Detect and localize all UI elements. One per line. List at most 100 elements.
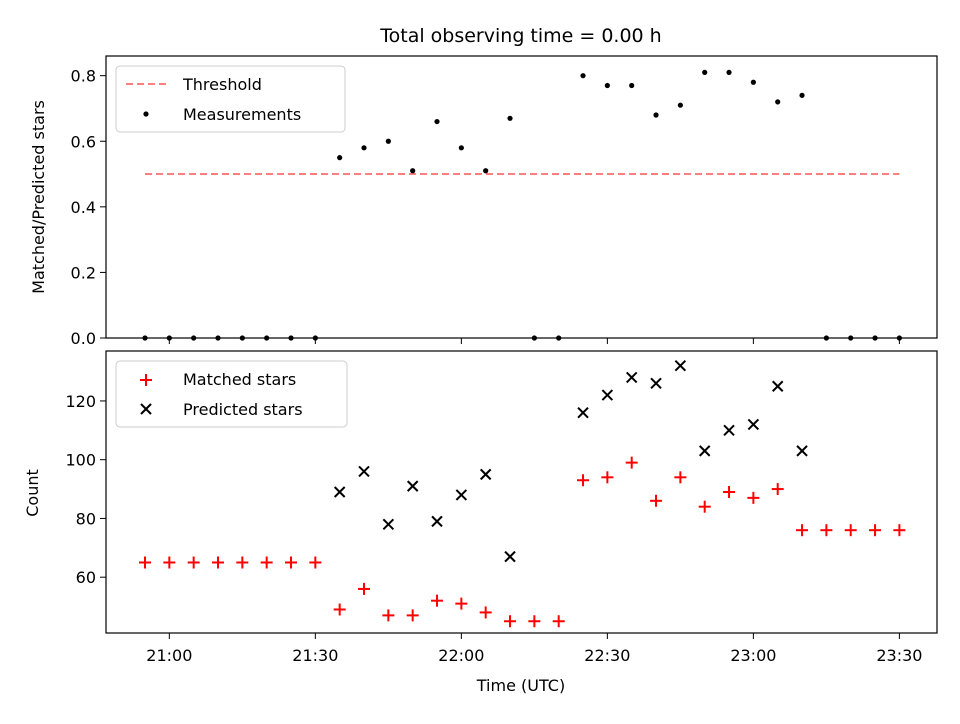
predicted-star-point — [455, 489, 468, 501]
x-axis-label: Time (UTC) — [476, 676, 565, 695]
x-tick-label: 23:00 — [730, 646, 776, 665]
legend-matched-swatch — [140, 374, 152, 386]
counts-legend-box — [115, 360, 348, 428]
counts-y-tick-label: 80 — [76, 509, 96, 528]
legend-measurements-label: Measurements — [183, 105, 301, 124]
matched-star-point — [309, 556, 322, 569]
measurement-point — [799, 92, 805, 98]
matched-star-point — [187, 556, 200, 569]
predicted-star-point — [577, 406, 589, 419]
predicted-star-point — [504, 550, 516, 563]
measurement-point — [410, 168, 416, 174]
matched-star-point — [552, 615, 565, 628]
counts-y-axis-label: Count — [23, 469, 42, 517]
counts-y-tick-label: 60 — [76, 568, 96, 587]
predicted-star-point — [479, 468, 492, 481]
matched-star-point — [601, 471, 614, 484]
predicted-star-point — [382, 518, 395, 531]
measurement-point — [483, 168, 489, 174]
ratio-legend: Threshold Measurements — [115, 65, 346, 133]
legend-threshold-label: Threshold — [182, 75, 262, 94]
ratio-panel: 0.00.20.40.60.8 Matched/Predicted stars … — [29, 55, 938, 348]
matched-star-point — [504, 615, 517, 628]
matched-star-point — [358, 582, 371, 595]
measurement-point — [604, 82, 610, 89]
matched-star-point — [796, 524, 809, 537]
matched-star-point — [528, 615, 541, 628]
measurement-point — [434, 118, 440, 125]
ratio-y-tick-label: 0.2 — [71, 263, 96, 282]
measurement-point — [337, 155, 343, 161]
measurement-point — [653, 112, 659, 118]
measurement-point — [361, 145, 367, 151]
predicted-star-point — [747, 418, 760, 431]
matched-star-point — [333, 603, 346, 616]
predicted-star-point — [650, 377, 662, 390]
matched-star-point — [212, 556, 225, 569]
predicted-star-point — [772, 380, 784, 392]
matched-star-point — [431, 594, 444, 607]
matched-star-point — [163, 556, 176, 569]
ratio-y-axis-label: Matched/Predicted stars — [29, 100, 48, 294]
ratio-y-tick-label: 0.6 — [71, 132, 96, 151]
matched-star-point — [285, 556, 298, 569]
legend-measurements-swatch — [143, 111, 149, 117]
predicted-star-point — [625, 371, 638, 384]
matched-star-point — [236, 556, 249, 569]
measurement-point — [726, 69, 732, 75]
x-tick-label: 21:00 — [146, 646, 192, 665]
chart-title: Total observing time = 0.00 h — [379, 25, 661, 47]
predicted-star-point — [674, 359, 687, 372]
predicted-star-point — [698, 445, 711, 457]
measurement-point — [580, 73, 586, 79]
counts-legend: Matched stars Predicted stars — [115, 360, 348, 428]
counts-panel: 60 80 100 120 21:00 21:30 22:00 22:30 23:00 23:3… — [23, 350, 938, 695]
matched-star-point — [260, 556, 273, 569]
measurement-point — [702, 69, 708, 75]
x-tick-label: 22:00 — [438, 646, 484, 665]
matched-star-point — [479, 606, 492, 619]
predicted-star-point — [431, 515, 443, 528]
matched-star-point — [771, 483, 784, 496]
matched-star-point — [893, 524, 906, 537]
ratio-panel-frame — [105, 55, 938, 339]
matched-star-point — [698, 500, 711, 513]
measurement-point — [507, 115, 513, 121]
ratio-y-tick-label: 0.0 — [71, 329, 96, 348]
ratio-legend-box — [115, 65, 346, 133]
counts-y-tick-label: 120 — [65, 392, 96, 411]
matched-star-point — [674, 471, 687, 484]
matched-star-point — [406, 609, 419, 622]
measurement-point — [385, 138, 391, 144]
measurement-point — [458, 145, 464, 151]
matched-star-point — [869, 524, 882, 537]
x-tick-label: 21:30 — [292, 646, 338, 665]
measurement-point — [677, 102, 683, 108]
legend-predicted-swatch — [140, 403, 152, 415]
predicted-star-point — [796, 445, 808, 457]
ratio-y-tick-label: 0.4 — [71, 198, 96, 217]
x-tick-label: 23:30 — [876, 646, 922, 665]
matched-star-point — [625, 456, 638, 469]
predicted-star-point — [406, 480, 419, 492]
matched-star-point — [723, 486, 736, 498]
matched-star-point — [382, 609, 395, 622]
matched-star-point — [577, 474, 590, 487]
legend-predicted-label: Predicted stars — [183, 400, 303, 419]
measurement-point — [750, 79, 756, 85]
predicted-star-point — [601, 389, 614, 401]
x-tick-label: 22:30 — [584, 646, 630, 665]
matched-star-point — [820, 524, 833, 537]
counts-y-tick-label: 100 — [65, 451, 96, 470]
counts-panel-frame — [105, 350, 938, 634]
predicted-star-point — [358, 465, 370, 478]
legend-matched-label: Matched stars — [183, 370, 296, 389]
matched-star-point — [844, 524, 857, 537]
predicted-star-point — [333, 486, 346, 498]
predicted-star-point — [723, 424, 735, 437]
matched-star-point — [139, 556, 151, 569]
matched-star-point — [455, 597, 468, 610]
matched-star-point — [650, 494, 663, 507]
ratio-y-tick-label: 0.8 — [71, 67, 96, 86]
